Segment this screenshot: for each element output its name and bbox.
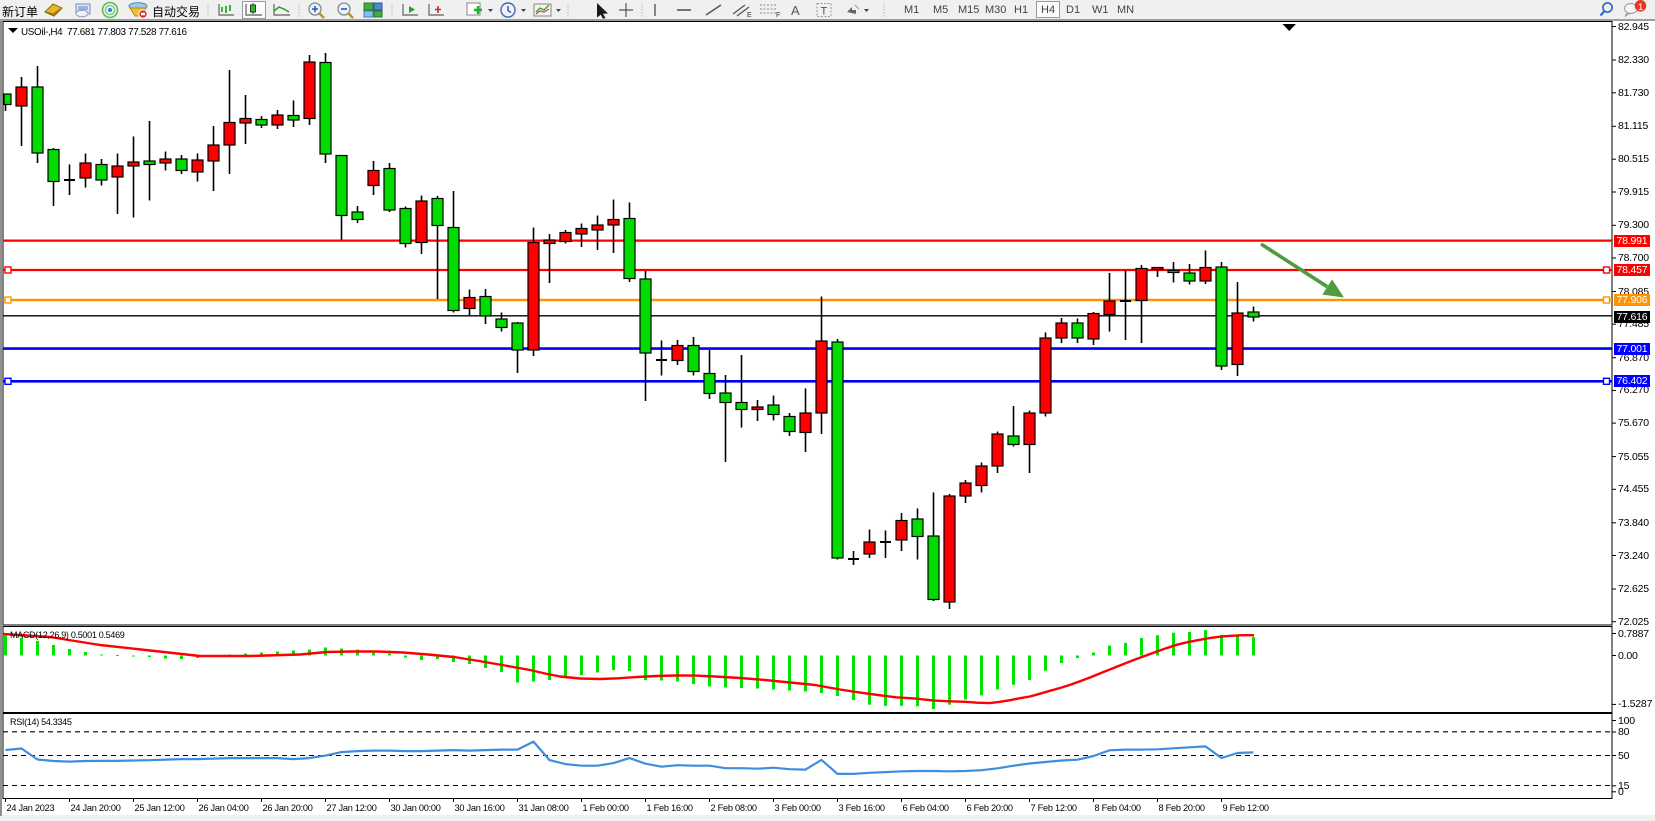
svg-text:F: F — [776, 12, 780, 19]
svg-text:E: E — [747, 12, 752, 19]
svg-text:1: 1 — [1638, 2, 1643, 13]
svg-text:A: A — [791, 3, 800, 18]
svg-text:T: T — [821, 6, 828, 18]
